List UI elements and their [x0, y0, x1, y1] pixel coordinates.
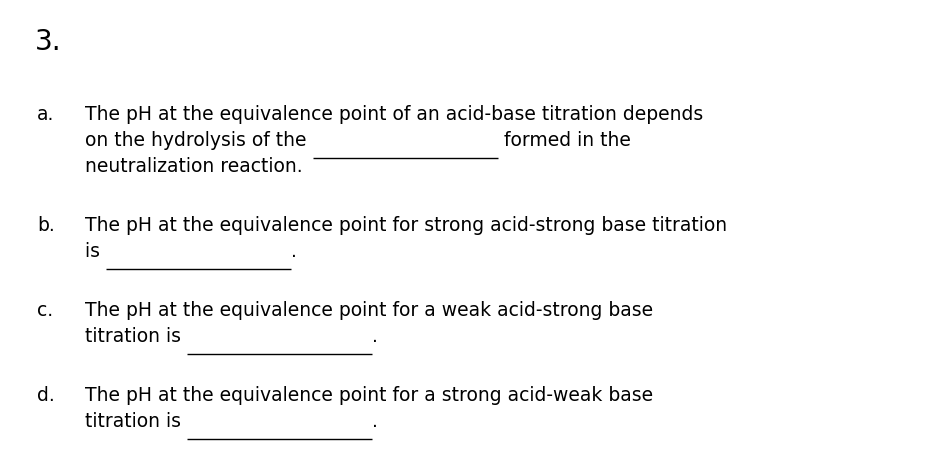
- Text: a.: a.: [37, 105, 55, 124]
- Text: is: is: [85, 242, 106, 261]
- Text: on the hydrolysis of the: on the hydrolysis of the: [85, 131, 312, 150]
- Text: The pH at the equivalence point for a weak acid-strong base: The pH at the equivalence point for a we…: [85, 301, 652, 320]
- Text: formed in the: formed in the: [497, 131, 630, 150]
- Text: The pH at the equivalence point for a strong acid-weak base: The pH at the equivalence point for a st…: [85, 386, 652, 405]
- Text: titration is: titration is: [85, 327, 187, 346]
- Text: .: .: [372, 327, 378, 346]
- Text: titration is: titration is: [85, 412, 187, 431]
- Text: The pH at the equivalence point of an acid-base titration depends: The pH at the equivalence point of an ac…: [85, 105, 702, 124]
- Text: .: .: [372, 412, 378, 431]
- Text: The pH at the equivalence point for strong acid-strong base titration: The pH at the equivalence point for stro…: [85, 216, 726, 235]
- Text: b.: b.: [37, 216, 55, 235]
- Text: .: .: [291, 242, 296, 261]
- Text: d.: d.: [37, 386, 55, 405]
- Text: 3.: 3.: [35, 28, 61, 56]
- Text: c.: c.: [37, 301, 53, 320]
- Text: neutralization reaction.: neutralization reaction.: [85, 157, 302, 176]
